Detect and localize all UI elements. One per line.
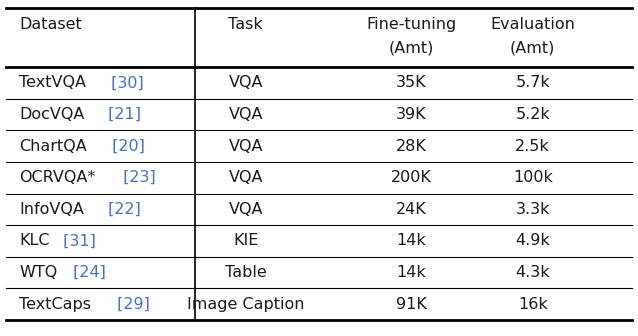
Text: OCRVQA*: OCRVQA* [19, 170, 96, 185]
Text: 24K: 24K [396, 202, 427, 217]
Text: Table: Table [225, 265, 267, 280]
Text: (Amt): (Amt) [389, 41, 434, 56]
Text: 39K: 39K [396, 107, 427, 122]
Text: [21]: [21] [103, 107, 142, 122]
Text: 16k: 16k [518, 297, 547, 311]
Text: [29]: [29] [112, 297, 150, 311]
Text: 4.9k: 4.9k [516, 234, 550, 248]
Text: 28K: 28K [396, 139, 427, 154]
Text: 100k: 100k [513, 170, 553, 185]
Text: 5.2k: 5.2k [516, 107, 550, 122]
Text: [22]: [22] [103, 202, 141, 217]
Text: Task: Task [228, 17, 263, 32]
Text: 2.5k: 2.5k [516, 139, 550, 154]
Text: 5.7k: 5.7k [516, 76, 550, 90]
Text: VQA: VQA [228, 202, 263, 217]
Text: Evaluation: Evaluation [490, 17, 575, 32]
Text: TextCaps: TextCaps [19, 297, 91, 311]
Text: Dataset: Dataset [19, 17, 82, 32]
Text: 200K: 200K [391, 170, 432, 185]
Text: VQA: VQA [228, 139, 263, 154]
Text: InfoVQA: InfoVQA [19, 202, 84, 217]
Text: [24]: [24] [68, 265, 107, 280]
Text: KIE: KIE [233, 234, 258, 248]
Text: ChartQA: ChartQA [19, 139, 87, 154]
Text: 3.3k: 3.3k [516, 202, 550, 217]
Text: (Amt): (Amt) [510, 41, 556, 56]
Text: 91K: 91K [396, 297, 427, 311]
Text: VQA: VQA [228, 107, 263, 122]
Text: [30]: [30] [106, 76, 144, 90]
Text: DocVQA: DocVQA [19, 107, 84, 122]
Text: 35K: 35K [396, 76, 427, 90]
Text: VQA: VQA [228, 76, 263, 90]
Text: 14k: 14k [397, 265, 426, 280]
Text: 14k: 14k [397, 234, 426, 248]
Text: [31]: [31] [59, 234, 96, 248]
Text: [20]: [20] [107, 139, 144, 154]
Text: KLC: KLC [19, 234, 50, 248]
Text: [23]: [23] [117, 170, 155, 185]
Text: WTQ: WTQ [19, 265, 57, 280]
Text: Image Caption: Image Caption [187, 297, 304, 311]
Text: 4.3k: 4.3k [516, 265, 550, 280]
Text: VQA: VQA [228, 170, 263, 185]
Text: TextVQA: TextVQA [19, 76, 86, 90]
Text: Fine-tuning: Fine-tuning [366, 17, 457, 32]
